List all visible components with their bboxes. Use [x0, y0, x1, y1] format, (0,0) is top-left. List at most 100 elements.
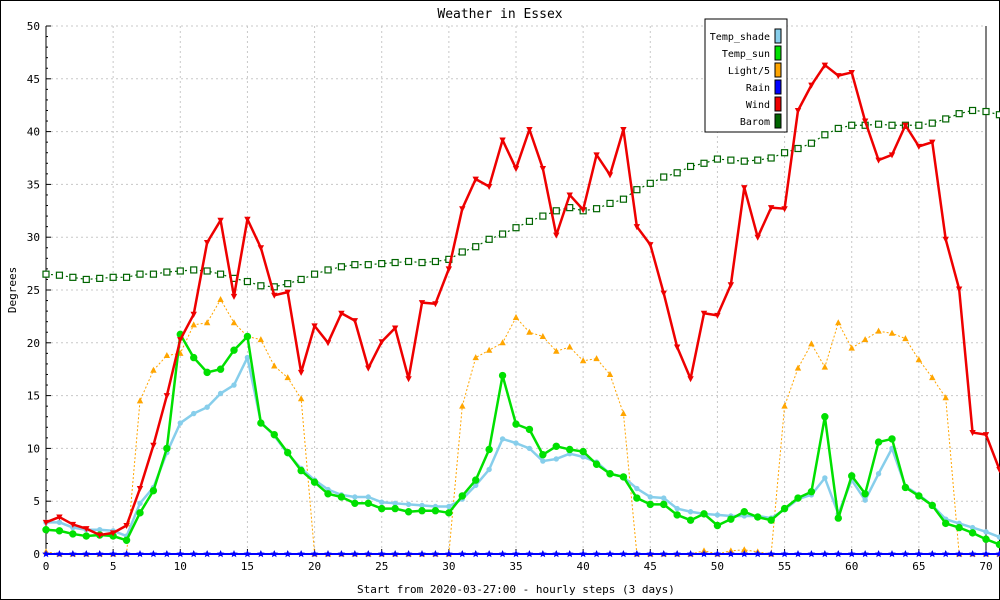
data-point-wind — [687, 376, 694, 383]
data-point-barom — [96, 274, 104, 282]
data-point-barom — [243, 277, 252, 286]
data-point-temp-shade — [983, 529, 989, 535]
y-tick-label: 10 — [27, 442, 40, 455]
data-point-light-5 — [553, 347, 560, 354]
data-point-wind — [714, 312, 721, 319]
data-point-rain — [982, 550, 990, 558]
data-point-wind — [848, 69, 855, 76]
data-point-light-5 — [861, 336, 869, 343]
data-point-wind — [190, 311, 197, 318]
data-point-temp-sun — [727, 515, 735, 523]
data-point-barom — [592, 205, 601, 213]
data-point-temp-shade — [674, 505, 680, 512]
data-point-wind — [835, 73, 842, 80]
data-point-temp-sun — [888, 435, 896, 443]
data-point-wind — [767, 205, 775, 212]
data-point-barom — [633, 186, 641, 194]
data-point-barom — [391, 258, 399, 267]
data-point-rain — [257, 550, 265, 558]
data-point-barom — [525, 217, 534, 225]
data-point-barom — [713, 155, 722, 163]
data-point-temp-sun — [190, 353, 198, 362]
data-point-barom — [995, 111, 1000, 119]
data-point-barom — [888, 121, 896, 129]
series-rain — [42, 550, 1000, 558]
data-point-temp-sun — [780, 504, 789, 513]
x-tick-label: 60 — [845, 560, 858, 573]
data-point-temp-shade — [191, 410, 197, 417]
data-point-temp-sun — [566, 445, 574, 454]
data-point-barom — [310, 270, 319, 278]
data-point-wind — [391, 325, 399, 332]
data-point-barom — [337, 263, 346, 271]
data-point-rain — [767, 550, 775, 558]
y-tick-label: 30 — [27, 231, 40, 244]
series-line-wind — [45, 63, 1000, 537]
data-point-wind — [485, 184, 493, 191]
legend-label-rain: Rain — [746, 83, 770, 94]
grid-layer — [46, 25, 987, 554]
data-point-barom — [807, 139, 816, 147]
x-tick-label: 10 — [174, 560, 187, 573]
data-point-light-5 — [257, 336, 265, 343]
data-point-rain — [283, 550, 292, 558]
data-point-temp-sun — [713, 521, 722, 530]
data-point-temp-sun — [203, 368, 211, 377]
data-point-temp-sun — [431, 507, 440, 515]
data-point-barom — [472, 243, 480, 251]
data-point-temp-sun — [861, 490, 869, 498]
data-point-barom — [297, 275, 305, 284]
data-point-barom — [190, 266, 198, 274]
data-point-wind — [56, 514, 63, 521]
data-point-barom — [955, 110, 963, 118]
y-tick-label: 35 — [27, 178, 40, 191]
data-point-rain — [941, 550, 950, 558]
y-tick-label: 15 — [27, 390, 40, 403]
data-point-temp-sun — [754, 513, 762, 521]
data-point-temp-sun — [472, 476, 480, 484]
data-point-temp-sun — [821, 413, 829, 421]
data-point-wind — [606, 172, 614, 179]
data-point-temp-sun — [606, 470, 614, 478]
data-point-wind — [338, 310, 345, 317]
y-tick-label: 20 — [27, 337, 40, 350]
data-point-rain — [646, 550, 655, 558]
data-point-temp-sun — [230, 346, 238, 354]
data-point-barom — [498, 230, 507, 238]
data-point-light-5 — [929, 374, 936, 381]
y-tick-label: 45 — [27, 73, 40, 86]
data-point-wind — [700, 310, 708, 317]
data-point-wind — [257, 245, 265, 252]
data-point-wind — [378, 339, 385, 346]
data-point-light-5 — [163, 351, 171, 358]
data-point-wind — [459, 206, 466, 213]
data-point-temp-sun — [485, 445, 493, 454]
data-point-temp-sun — [928, 501, 936, 510]
x-tick-label: 50 — [711, 560, 724, 573]
data-point-light-5 — [835, 319, 842, 326]
data-point-temp-sun — [700, 510, 708, 518]
x-tick-label: 70 — [979, 560, 992, 573]
data-point-light-5 — [499, 339, 506, 346]
data-point-barom — [834, 124, 842, 133]
data-point-temp-shade — [540, 458, 546, 464]
legend-swatch-rain — [774, 79, 782, 95]
data-point-rain — [968, 550, 977, 558]
y-tick-label: 25 — [27, 284, 40, 297]
data-point-wind — [244, 216, 251, 223]
data-point-wind — [553, 232, 560, 239]
data-point-wind — [915, 143, 923, 150]
data-point-temp-sun — [848, 472, 856, 480]
data-point-wind — [83, 526, 90, 533]
data-point-wind — [418, 300, 426, 307]
data-point-temp-shade — [392, 500, 398, 507]
data-point-light-5 — [606, 370, 614, 377]
data-point-temp-sun — [364, 499, 372, 508]
data-point-light-5 — [217, 296, 224, 303]
x-tick-label: 15 — [241, 560, 254, 573]
data-point-barom — [686, 162, 695, 171]
data-point-wind — [539, 166, 547, 173]
data-point-barom — [928, 119, 936, 127]
data-point-wind — [955, 286, 963, 293]
